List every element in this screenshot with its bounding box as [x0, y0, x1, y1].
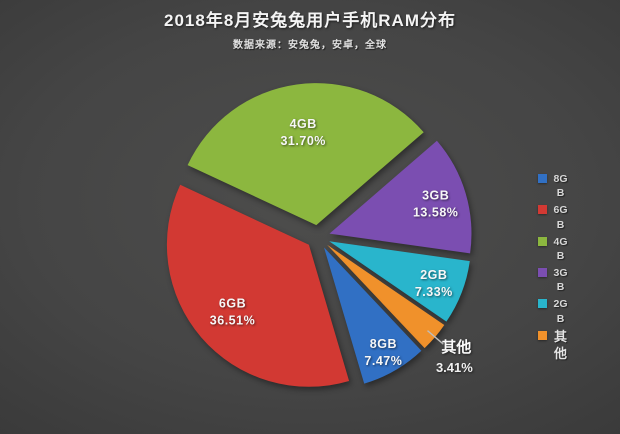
pie-slice-其他[interactable]: [327, 244, 445, 349]
legend-label-4GB: 4GB: [553, 235, 568, 262]
legend-swatch-2GB: [538, 299, 547, 309]
chart-legend: 8GB 6GB 4GB 3GB 2GB 其他: [538, 172, 571, 363]
slice-pct-2GB: 7.33%: [415, 285, 453, 299]
legend-label-8GB: 8GB: [553, 173, 568, 200]
chart-header: 2018年8月安兔兔用户手机RAM分布 数据来源：安兔兔，安卓，全球: [0, 6, 620, 51]
legend-swatch-6GB: [538, 205, 547, 215]
legend-label-3GB: 3GB: [553, 267, 568, 294]
legend-swatch-8GB: [538, 174, 547, 183]
pie-slice-2GB[interactable]: [329, 241, 470, 322]
pie-slice-4GB[interactable]: [187, 83, 424, 226]
slice-label-4GB: 4GB: [290, 117, 317, 131]
slice-label-3GB: 3GB: [422, 188, 449, 202]
legend-label-其他: 其他: [553, 328, 567, 361]
legend-item-8GB[interactable]: 8GB: [538, 172, 571, 200]
slice-label-2GB: 2GB: [420, 268, 447, 282]
legend-label-2GB: 2GB: [553, 298, 568, 325]
legend-item-4GB[interactable]: 4GB: [538, 235, 571, 263]
slice-label-8GB: 8GB: [370, 337, 397, 351]
chart-title: 2018年8月安兔兔用户手机RAM分布: [164, 11, 456, 30]
legend-item-3GB[interactable]: 3GB: [538, 266, 571, 294]
slice-label-6GB: 6GB: [219, 297, 246, 311]
leader-line-其他: [427, 330, 444, 345]
legend-item-其他[interactable]: 其他: [538, 329, 571, 363]
pie-slice-3GB[interactable]: [329, 140, 472, 254]
chart-subtitle: 数据来源：安兔兔，安卓，全球: [233, 40, 387, 51]
legend-swatch-3GB: [538, 268, 547, 278]
legend-item-6GB[interactable]: 6GB: [538, 203, 571, 231]
legend-item-2GB[interactable]: 2GB: [538, 297, 571, 325]
pie-slice-6GB[interactable]: [166, 184, 350, 387]
slice-pct-8GB: 7.47%: [364, 354, 402, 368]
outside-label-其他: 其他: [441, 338, 471, 356]
slice-pct-4GB: 31.70%: [280, 134, 325, 148]
outside-pct-其他: 3.41%: [436, 360, 473, 375]
slice-pct-6GB: 36.51%: [210, 314, 255, 328]
legend-swatch-其他: [538, 330, 547, 340]
legend-swatch-4GB: [538, 236, 547, 246]
legend-label-6GB: 6GB: [553, 204, 568, 231]
pie-slice-8GB[interactable]: [324, 247, 422, 384]
slice-pct-3GB: 13.58%: [413, 205, 458, 219]
